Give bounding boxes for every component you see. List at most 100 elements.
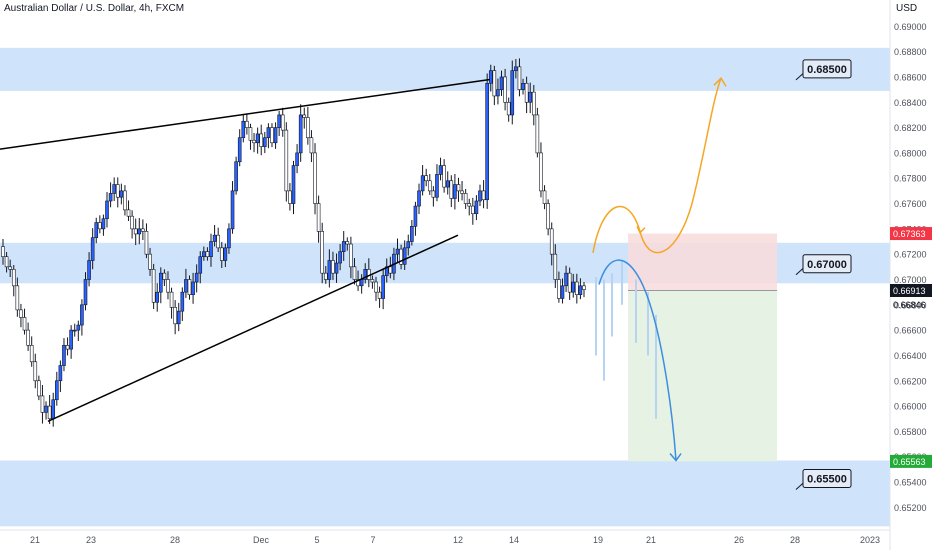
candle-body [474, 200, 479, 214]
price-tick-label: 0.68000 [894, 148, 927, 158]
candle-body [29, 345, 34, 363]
candle-body [435, 174, 439, 198]
candle-body [417, 190, 421, 207]
candle-body [575, 281, 579, 295]
candle-body [291, 165, 296, 204]
orange-arrowhead-small [636, 226, 646, 234]
candle-body [33, 361, 38, 382]
candle-body [338, 251, 342, 264]
candle-body [406, 241, 411, 249]
candle-body [108, 193, 113, 202]
candle-body [463, 193, 468, 204]
zone-0.68500 [0, 47, 890, 91]
candle-body [334, 262, 339, 274]
candle-body [488, 70, 493, 84]
candle-body [137, 228, 142, 235]
currency-label: USD [896, 3, 918, 14]
candle-body [445, 180, 450, 188]
candle-body [141, 228, 145, 232]
candle-body [410, 226, 414, 242]
candle-body [280, 114, 285, 131]
time-tick-label: 19 [593, 535, 603, 545]
candle-body [255, 133, 260, 144]
candle-body [237, 137, 242, 163]
price-tick-label: 0.65400 [894, 478, 927, 488]
candle-body [223, 247, 228, 261]
price-badges: 0.67363 0.66913 0.66846 0.65563 [890, 227, 932, 468]
target-price-badge-bg [890, 454, 932, 468]
candle-body [557, 279, 561, 299]
time-tick-label: 23 [86, 535, 96, 545]
price-tick-label: 0.69000 [894, 22, 927, 32]
candle-body [19, 309, 23, 318]
candle-body [40, 395, 45, 413]
candle-body [76, 324, 81, 331]
candle-body [381, 275, 385, 299]
price-tick-label: 0.66600 [894, 326, 927, 336]
candle-body [202, 251, 206, 258]
candle-body [402, 247, 407, 265]
candle-body [514, 66, 518, 71]
candle-body [166, 279, 170, 293]
callout-box [802, 469, 852, 489]
candle-body [159, 272, 163, 293]
candle-body [155, 291, 160, 303]
candle-body [345, 241, 350, 245]
candle-body [80, 304, 84, 326]
price-tick-label: 0.68200 [894, 123, 927, 133]
candle-body [306, 117, 310, 139]
candle-body [370, 279, 375, 283]
candle-body [316, 203, 321, 232]
candle-body [94, 222, 99, 239]
candle-body [112, 184, 116, 194]
candle-body [510, 70, 515, 116]
target-price-badge: 0.65563 [893, 457, 926, 467]
price-tick-label: 0.65200 [894, 503, 927, 513]
time-tick-label: 5 [314, 535, 319, 545]
candle-body [453, 184, 457, 199]
time-tick-label: 28 [790, 535, 800, 545]
callout-label: 0.65500 [807, 474, 847, 486]
candle-body [356, 279, 360, 287]
callout-0.67000[interactable]: 0.67000 [795, 254, 852, 276]
candle-body [395, 248, 400, 255]
candle-body [431, 190, 436, 198]
candle-body [542, 190, 547, 204]
candle-body [151, 269, 156, 303]
price-tick-label: 0.68400 [894, 98, 927, 108]
candle-body [427, 180, 432, 192]
candle-body [245, 120, 249, 128]
candle-body [503, 76, 507, 103]
candle-body [259, 133, 264, 147]
candle-body [320, 231, 324, 274]
callout-0.65500[interactable]: 0.65500 [795, 469, 852, 490]
chart-title: Australian Dollar / U.S. Dollar, 4h, FXC… [4, 3, 185, 14]
candle-body [438, 165, 443, 175]
take-profit-zone [628, 290, 777, 462]
candle-body [26, 329, 30, 346]
price-tick-label: 0.65800 [894, 427, 927, 437]
price-tick-label: 0.66200 [894, 376, 927, 386]
candle-body [492, 70, 497, 97]
callout-0.68500[interactable]: 0.68500 [795, 59, 852, 81]
candle-body [456, 184, 461, 192]
candle-body [567, 272, 572, 293]
candle-body [62, 345, 66, 366]
candle-body [105, 200, 109, 220]
candle-body [266, 127, 271, 139]
candle-body [176, 310, 181, 325]
candle-body [8, 266, 12, 270]
candle-body [571, 281, 576, 293]
candle-body [449, 180, 454, 199]
candle-body [87, 260, 91, 280]
candle-body [309, 137, 314, 154]
candle-body [234, 161, 238, 192]
candle-body [11, 269, 16, 287]
time-tick-label: 28 [170, 535, 180, 545]
candle-body [424, 175, 428, 182]
level-callouts: 0.68500 0.67000 0.65500 [795, 59, 852, 490]
candle-body [374, 281, 378, 293]
candle-body [227, 228, 231, 249]
candle-body [481, 190, 486, 201]
